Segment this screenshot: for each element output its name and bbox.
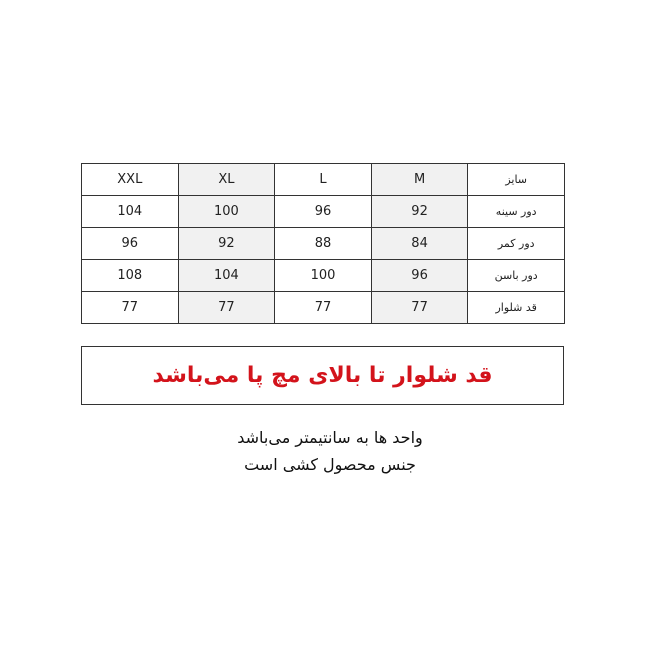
cell: 77 [274,291,372,324]
size-xl: XL [177,163,276,196]
cell: 108 [81,259,179,292]
size-table: XXL XL L M سایز 104 100 96 92 دور سینه 9… [81,163,565,324]
cell: 92 [177,227,276,260]
cell: 77 [177,291,276,324]
cell: 104 [81,195,179,228]
material-note: جنس محصول کشی است [244,455,416,474]
table-row: 96 92 88 84 دور کمر [81,227,565,260]
header-label: سایز [467,163,565,196]
cell: 96 [274,195,372,228]
row-label: قد شلوار [467,291,565,324]
cell: 88 [274,227,372,260]
row-label: دور کمر [467,227,565,260]
size-l: L [274,163,372,196]
cell: 96 [81,227,179,260]
cell: 96 [370,259,469,292]
cell: 92 [370,195,469,228]
unit-note: واحد ها به سانتیمتر می‌باشد [237,428,423,447]
cell: 104 [177,259,276,292]
size-xxl: XXL [81,163,179,196]
row-label: دور باسن [467,259,565,292]
table-row: 108 104 100 96 دور باسن [81,259,565,292]
cell: 100 [274,259,372,292]
row-label: دور سینه [467,195,565,228]
note-box: قد شلوار تا بالای مچ پا می‌باشد [81,346,564,405]
cell: 77 [370,291,469,324]
table-header-row: XXL XL L M سایز [81,163,565,196]
cell: 100 [177,195,276,228]
table-row: 77 77 77 77 قد شلوار [81,291,565,324]
note-text: قد شلوار تا بالای مچ پا می‌باشد [152,363,493,388]
cell: 77 [81,291,179,324]
size-m: M [370,163,469,196]
table-row: 104 100 96 92 دور سینه [81,195,565,228]
cell: 84 [370,227,469,260]
